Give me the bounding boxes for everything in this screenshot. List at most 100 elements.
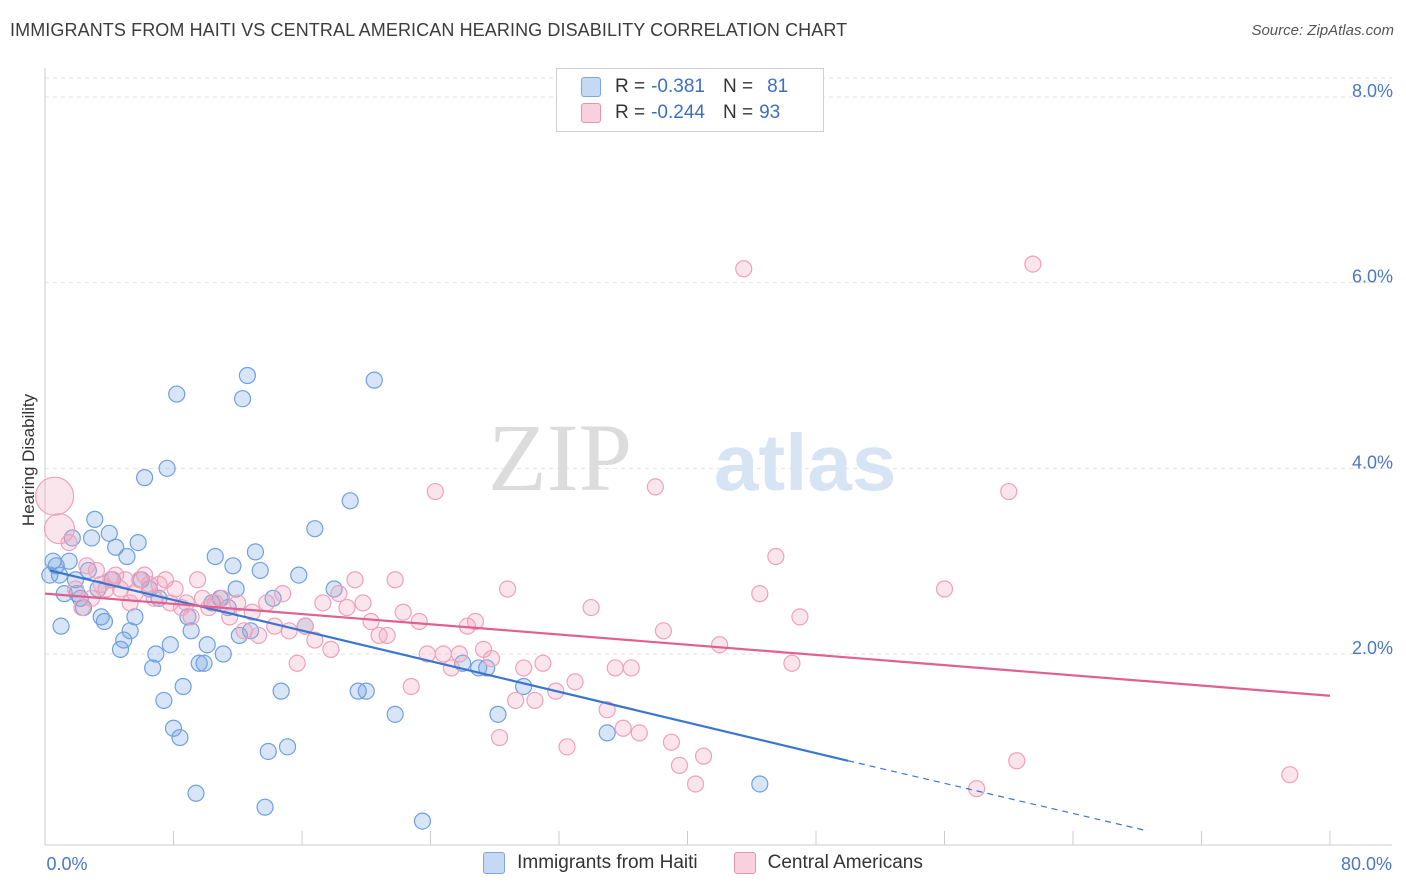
y-tick-label-2: 6.0% bbox=[1352, 267, 1393, 287]
correlation-legend: R = -0.381 N = 81 R = -0.244 N = 93 bbox=[556, 68, 824, 132]
central-point bbox=[131, 571, 149, 589]
haiti-point bbox=[290, 566, 308, 584]
central-point bbox=[694, 747, 713, 765]
haiti-point bbox=[52, 617, 70, 635]
legend-r-label: R = bbox=[615, 102, 646, 123]
central-point bbox=[306, 631, 324, 649]
series-legend-haiti: Immigrants from Haiti bbox=[483, 852, 698, 874]
haiti-point bbox=[198, 636, 216, 654]
y-tick-label-0: 2.0% bbox=[1352, 638, 1393, 658]
haiti-point bbox=[230, 626, 248, 645]
central-point bbox=[783, 654, 801, 672]
haiti-point bbox=[107, 538, 125, 556]
central-point bbox=[515, 659, 533, 677]
gridlines bbox=[45, 77, 1392, 655]
central-point bbox=[322, 640, 340, 658]
haiti-point bbox=[259, 742, 277, 761]
haiti-point bbox=[158, 459, 176, 477]
haiti-point bbox=[147, 645, 165, 663]
central-point bbox=[526, 691, 544, 710]
central-point bbox=[314, 594, 332, 612]
haiti-point bbox=[144, 659, 162, 677]
central-point bbox=[630, 724, 648, 742]
haiti-point bbox=[47, 557, 65, 575]
y-tick-label-1: 4.0% bbox=[1352, 452, 1393, 472]
haiti-point bbox=[227, 580, 245, 598]
haiti-point bbox=[246, 543, 265, 561]
central-point bbox=[258, 594, 276, 612]
legend-row-central: R = -0.244 N = 93 bbox=[581, 100, 780, 126]
central-point bbox=[121, 594, 139, 612]
haiti-point bbox=[118, 547, 136, 566]
central-point bbox=[235, 622, 253, 640]
central-point bbox=[362, 612, 380, 631]
haiti-point bbox=[190, 654, 208, 672]
haiti-point bbox=[306, 520, 324, 538]
haiti-point bbox=[171, 728, 189, 747]
haiti-point bbox=[515, 677, 533, 696]
haiti-point bbox=[86, 510, 104, 528]
central-point bbox=[450, 645, 469, 663]
central-point bbox=[378, 626, 396, 645]
chart-title: IMMIGRANTS FROM HAITI VS CENTRAL AMERICA… bbox=[10, 20, 848, 40]
central-point bbox=[654, 622, 673, 640]
central-point bbox=[78, 557, 96, 575]
haiti-point bbox=[256, 798, 274, 816]
central-point bbox=[1000, 482, 1018, 501]
central-point bbox=[646, 478, 664, 496]
legend-r-value: -0.381 bbox=[651, 76, 705, 97]
haiti-point bbox=[325, 580, 343, 598]
haiti-point bbox=[195, 654, 213, 672]
central-point bbox=[229, 594, 247, 612]
central-point bbox=[346, 571, 364, 589]
y-tick-label-3: 8.0% bbox=[1352, 81, 1393, 101]
x-tick-label-0: 0.0% bbox=[46, 854, 87, 874]
haiti-point bbox=[489, 705, 507, 723]
central-point bbox=[686, 775, 705, 793]
central-point bbox=[135, 566, 154, 584]
central-point bbox=[60, 533, 78, 552]
legend-n-value: 81 bbox=[767, 76, 789, 97]
haiti-point bbox=[161, 636, 179, 654]
central-point bbox=[582, 598, 600, 617]
central-point bbox=[466, 612, 485, 631]
haiti-point bbox=[341, 492, 359, 510]
central-point bbox=[507, 691, 525, 710]
central-point bbox=[482, 650, 501, 668]
central-point bbox=[354, 594, 372, 612]
y-axis-label: Hearing Disability bbox=[19, 393, 38, 526]
haiti-point bbox=[242, 622, 260, 640]
central-point bbox=[410, 612, 428, 631]
central-point bbox=[166, 580, 184, 598]
central-point bbox=[598, 701, 616, 719]
central-point bbox=[558, 738, 576, 756]
haiti-point bbox=[365, 371, 383, 389]
central-point bbox=[1024, 255, 1042, 273]
watermark-zip: ZIP bbox=[488, 404, 632, 511]
legend-row-haiti: R = -0.381 N = 81 bbox=[581, 74, 788, 100]
data-points bbox=[35, 255, 1299, 830]
axes bbox=[44, 68, 1392, 846]
central-point bbox=[402, 677, 420, 696]
central-point bbox=[499, 580, 517, 598]
central-point bbox=[250, 626, 268, 645]
haiti-point bbox=[135, 469, 154, 487]
central-point bbox=[534, 654, 552, 672]
series-label-central: Central Americans bbox=[767, 852, 923, 873]
central-point bbox=[1281, 766, 1299, 784]
legend-r-value: -0.244 bbox=[651, 102, 705, 123]
central-point bbox=[213, 589, 231, 607]
haiti-point bbox=[168, 385, 186, 403]
haiti-point bbox=[187, 784, 205, 802]
haiti-point bbox=[478, 659, 496, 677]
haiti-point bbox=[224, 557, 242, 575]
central-point bbox=[243, 603, 261, 621]
haiti-point bbox=[357, 682, 375, 700]
haiti-point bbox=[155, 691, 173, 710]
legend-n-label: N = bbox=[722, 76, 754, 97]
central-point bbox=[1008, 752, 1026, 770]
haiti-point bbox=[238, 366, 256, 385]
haiti-point bbox=[278, 738, 297, 756]
haiti-point bbox=[111, 640, 130, 658]
